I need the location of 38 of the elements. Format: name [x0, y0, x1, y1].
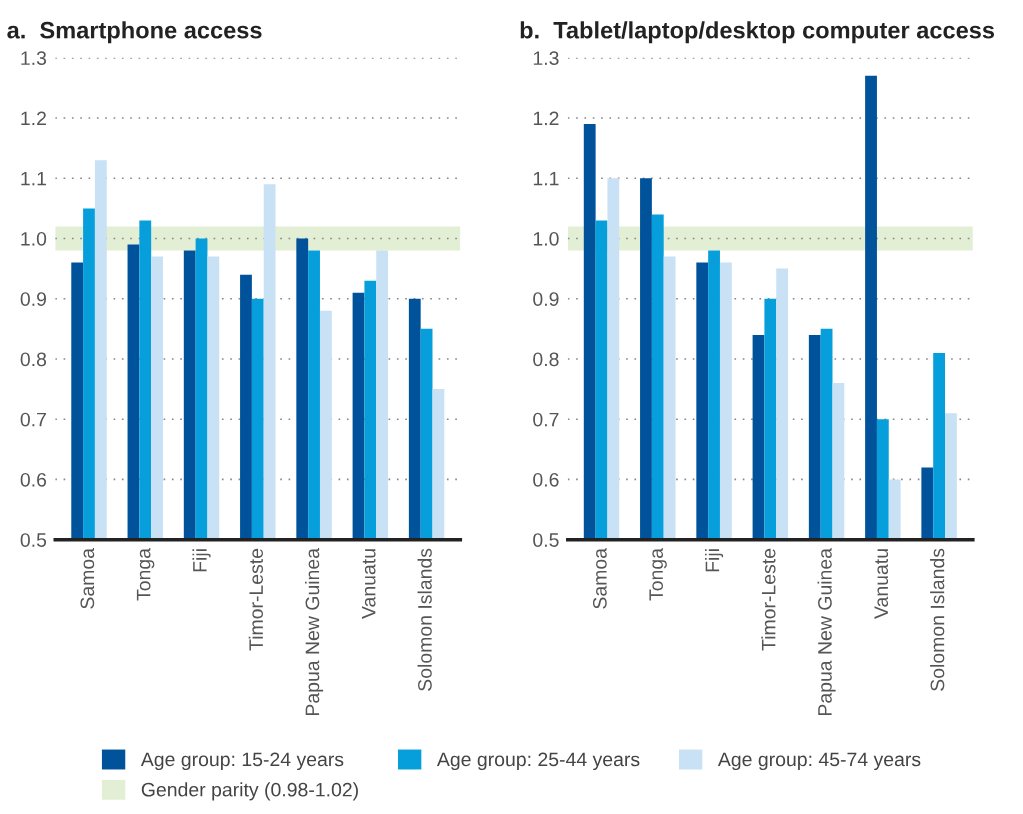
- x-tick-label: Tonga: [649, 548, 667, 601]
- y-tick-label: 0.6: [533, 472, 559, 487]
- chart-title: a. Smartphone access: [7, 21, 262, 44]
- x-tick-label: Timor-Leste: [761, 548, 776, 651]
- x-tick-label: Timor-Leste: [248, 548, 264, 651]
- legend-label: Gender parity (0.98-1.02): [141, 782, 358, 801]
- y-tick-label: 0.7: [20, 412, 46, 427]
- y-tick-label: 0.5: [533, 533, 559, 547]
- y-tick-label: 1.2: [21, 111, 46, 126]
- x-tick-label: Vanuatu: [874, 549, 889, 619]
- y-tick-label: 0.7: [533, 412, 559, 427]
- y-tick-label: 1.1: [21, 171, 46, 186]
- legend-label: Age group: 15-24 years: [140, 752, 344, 771]
- chart-title: b. Tablet/laptop/desktop computer access: [520, 21, 995, 44]
- y-tick-label: 1.3: [21, 51, 47, 66]
- y-tick-label: 0.8: [20, 352, 47, 367]
- y-tick-label: 1.0: [21, 231, 47, 246]
- y-tick-label: 0.5: [20, 533, 47, 547]
- y-tick-label: 0.9: [20, 292, 46, 306]
- x-tick-label: Solomon Islands: [930, 548, 945, 691]
- x-tick-label: Papua New Guinea: [817, 548, 836, 716]
- legend-label: Age group: 45-74 years: [717, 752, 921, 771]
- y-tick-label: 1.0: [533, 231, 559, 246]
- x-tick-label: Samoa: [80, 548, 95, 609]
- y-tick-label: 0.9: [533, 292, 559, 306]
- y-tick-label: 1.1: [533, 171, 559, 186]
- x-tick-label: Solomon Islands: [417, 548, 432, 691]
- y-tick-label: 1.2: [533, 111, 559, 126]
- x-tick-label: Samoa: [592, 548, 607, 609]
- y-tick-label: 0.8: [533, 352, 559, 367]
- y-tick-label: 0.6: [20, 472, 47, 487]
- legend-label: Age group: 25-44 years: [436, 752, 640, 771]
- x-tick-label: Vanuatu: [361, 549, 376, 619]
- x-tick-label: Fiji: [192, 549, 211, 572]
- x-tick-label: Papua New Guinea: [305, 548, 324, 716]
- x-tick-label: Fiji: [704, 549, 724, 572]
- y-tick-label: 1.3: [533, 51, 559, 66]
- x-tick-label: Tonga: [136, 548, 155, 601]
